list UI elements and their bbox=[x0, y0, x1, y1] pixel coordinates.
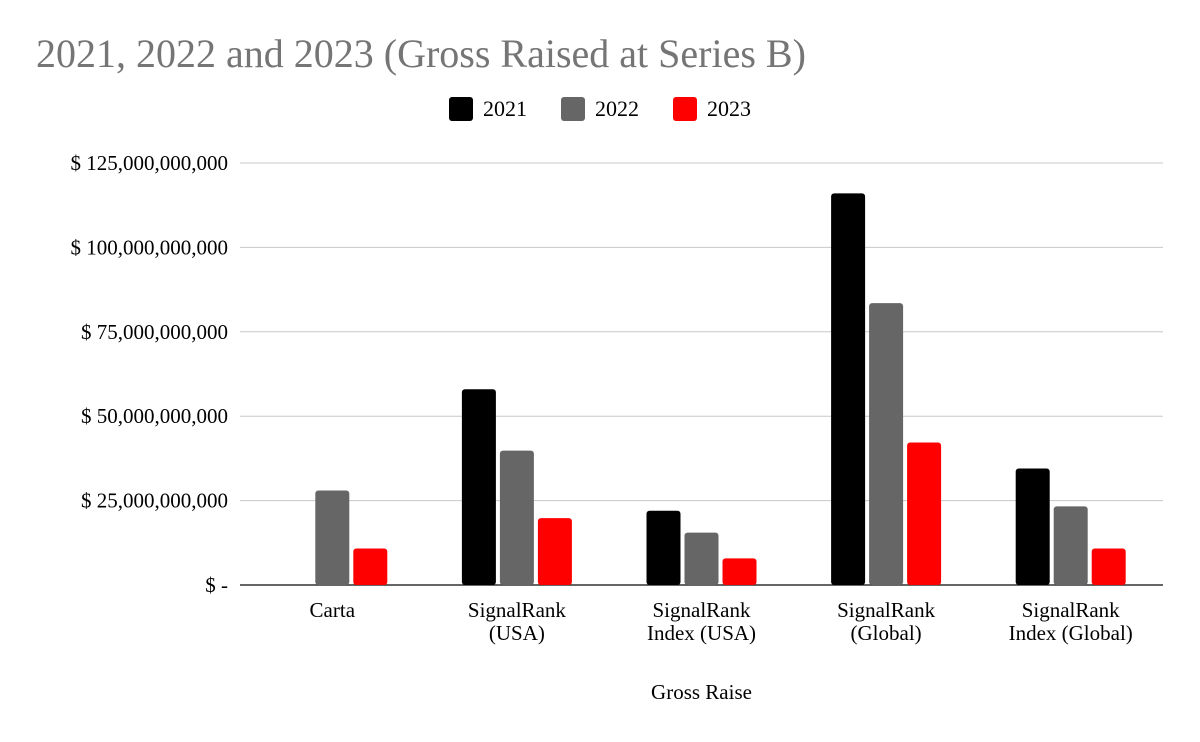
bar-2022 bbox=[684, 532, 719, 585]
x-tick-label: SignalRank (Global) bbox=[837, 598, 935, 645]
y-tick-label: $ - bbox=[205, 573, 228, 597]
x-tick-label: SignalRank Index (USA) bbox=[647, 598, 756, 645]
chart-title: 2021, 2022 and 2023 (Gross Raised at Ser… bbox=[36, 31, 806, 76]
legend-item-2021: 2021 bbox=[449, 96, 527, 122]
legend-item-2023: 2023 bbox=[673, 96, 751, 122]
bar-2022 bbox=[315, 490, 350, 585]
bar-2021 bbox=[646, 510, 681, 585]
bar-2022 bbox=[499, 450, 534, 585]
bar-2023 bbox=[907, 442, 942, 585]
legend-label-2022: 2022 bbox=[595, 96, 639, 121]
bar-2022 bbox=[1053, 506, 1088, 585]
legend-swatch-2022 bbox=[561, 97, 585, 121]
y-tick-label: $ 50,000,000,000 bbox=[81, 404, 228, 428]
legend-swatch-2021 bbox=[449, 97, 473, 121]
x-tick-label-line: Carta bbox=[310, 598, 356, 622]
x-tick-label-line: (USA) bbox=[489, 621, 545, 645]
y-tick-label: $ 125,000,000,000 bbox=[71, 151, 229, 175]
x-tick-label-line: SignalRank bbox=[1022, 598, 1120, 622]
bar-2023 bbox=[1091, 548, 1126, 585]
x-tick-label-line: (Global) bbox=[851, 621, 922, 645]
x-tick-label-line: SignalRank bbox=[653, 598, 751, 622]
y-tick-label: $ 75,000,000,000 bbox=[81, 320, 228, 344]
x-tick-label: SignalRank (USA) bbox=[468, 598, 566, 645]
bar-2023 bbox=[722, 558, 757, 585]
legend-swatch-2023 bbox=[673, 97, 697, 121]
bar-2022 bbox=[869, 303, 904, 585]
legend: 2021 2022 2023 bbox=[0, 96, 1200, 122]
y-tick-label: $ 100,000,000,000 bbox=[71, 235, 229, 259]
x-tick-label: SignalRank Index (Global) bbox=[1009, 598, 1133, 645]
legend-item-2022: 2022 bbox=[561, 96, 639, 122]
x-tick-label-line: SignalRank bbox=[468, 598, 566, 622]
bar-2023 bbox=[537, 518, 572, 585]
bar-2021 bbox=[831, 193, 866, 585]
x-tick-label-line: SignalRank bbox=[837, 598, 935, 622]
legend-label-2023: 2023 bbox=[707, 96, 751, 121]
x-tick-label-line: Index (Global) bbox=[1009, 621, 1133, 645]
legend-label-2021: 2021 bbox=[483, 96, 527, 121]
bar-2021 bbox=[1015, 468, 1050, 585]
x-tick-label: Carta bbox=[310, 598, 356, 622]
bar-2021 bbox=[461, 389, 496, 585]
bar-2023 bbox=[353, 548, 388, 585]
x-tick-label-line: Index (USA) bbox=[647, 621, 756, 645]
x-axis-title: Gross Raise bbox=[651, 680, 752, 704]
y-tick-label: $ 25,000,000,000 bbox=[81, 489, 228, 513]
